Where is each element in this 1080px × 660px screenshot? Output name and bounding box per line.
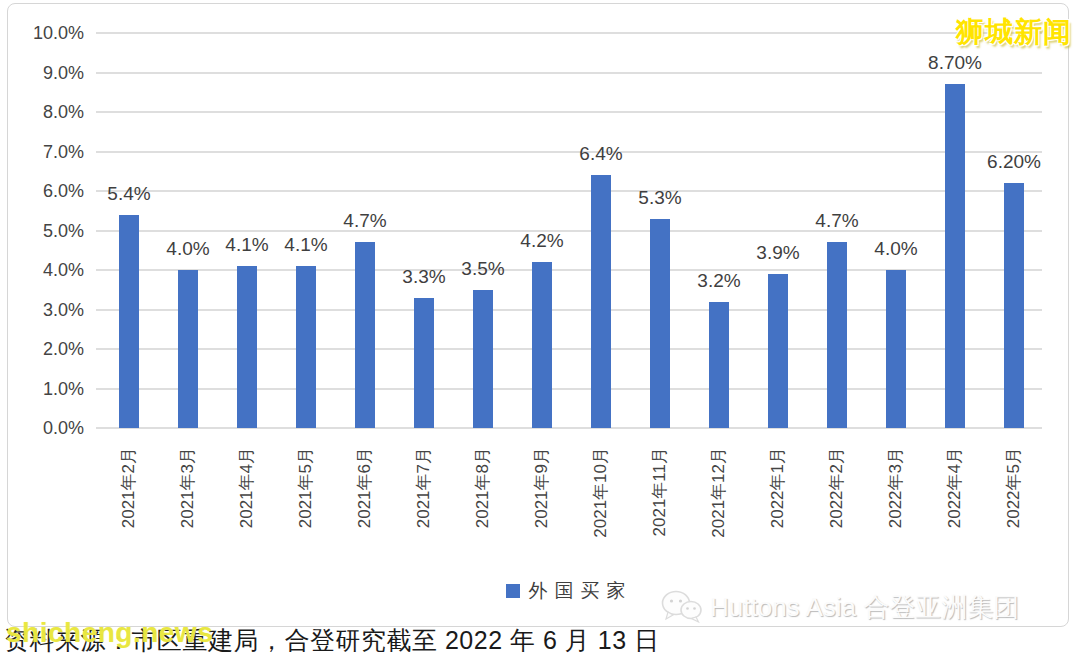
- bar-value-label: 4.1%: [258, 234, 354, 256]
- bar-value-label: 5.4%: [81, 183, 177, 205]
- bar-value-label: 3.2%: [671, 270, 767, 292]
- x-axis-category-label: 2021年11月: [650, 447, 670, 567]
- bar: [945, 84, 965, 428]
- site-url-watermark: shicheng.news: [6, 617, 213, 649]
- bar-value-label: 4.0%: [848, 238, 944, 260]
- bar: [886, 270, 906, 428]
- bar: [827, 242, 847, 428]
- bar: [650, 219, 670, 428]
- x-axis-category-label: 2021年9月: [532, 447, 552, 567]
- x-axis-category-label: 2021年6月: [355, 447, 375, 567]
- bar-value-label: 6.20%: [966, 151, 1062, 173]
- y-axis-tick-label: 4.0%: [20, 260, 84, 280]
- legend-swatch-icon: [506, 584, 520, 598]
- y-axis-tick-label: 0.0%: [20, 418, 84, 438]
- y-axis-tick-label: 2.0%: [20, 339, 84, 359]
- x-axis-category-label: 2021年4月: [237, 447, 257, 567]
- gridline: [96, 190, 1042, 192]
- bar: [296, 266, 316, 428]
- gridline: [96, 32, 1042, 34]
- x-axis-category-label: 2021年5月: [296, 447, 316, 567]
- chart-image: 0.0% 1.0% 2.0% 3.0% 4.0% 5.0% 6.0% 7.0% 8.0% 9.0%…: [0, 0, 1080, 660]
- bar: [709, 302, 729, 428]
- y-axis-tick-label: 10.0%: [20, 23, 84, 43]
- bar: [473, 290, 493, 428]
- y-axis-tick-label: 7.0%: [20, 142, 84, 162]
- bar: [768, 274, 788, 428]
- x-axis-category-label: 2021年10月: [591, 447, 611, 567]
- bar: [355, 242, 375, 428]
- bar: [237, 266, 257, 428]
- gridline: [96, 72, 1042, 74]
- gridline: [96, 111, 1042, 113]
- site-logo-shicheng-news: 狮城新闻: [956, 13, 1072, 51]
- x-axis-category-label: 2021年3月: [178, 447, 198, 567]
- y-axis-tick-label: 5.0%: [20, 221, 84, 241]
- y-axis-tick-label: 3.0%: [20, 300, 84, 320]
- bar: [414, 298, 434, 428]
- y-axis-tick-label: 1.0%: [20, 379, 84, 399]
- x-axis-category-label: 2022年4月: [945, 447, 965, 567]
- bar: [178, 270, 198, 428]
- wechat-icon: [660, 589, 702, 625]
- y-axis-tick-label: 8.0%: [20, 102, 84, 122]
- bar: [591, 175, 611, 428]
- x-axis-category-label: 2021年7月: [414, 447, 434, 567]
- x-axis-category-label: 2021年8月: [473, 447, 493, 567]
- bar: [119, 215, 139, 428]
- x-axis-category-label: 2022年3月: [886, 447, 906, 567]
- brand-watermark-text: Huttons Asia 合登亚洲集团: [710, 590, 1019, 625]
- brand-watermark: Huttons Asia 合登亚洲集团: [660, 589, 1019, 625]
- legend-label: 外国买家: [529, 578, 633, 604]
- x-axis-category-label: 2021年12月: [709, 447, 729, 567]
- bar-value-label: 4.7%: [317, 210, 413, 232]
- x-axis-category-label: 2022年5月: [1004, 447, 1024, 567]
- bar-value-label: 6.4%: [553, 143, 649, 165]
- bar-value-label: 3.9%: [730, 242, 826, 264]
- x-axis-category-label: 2021年2月: [119, 447, 139, 567]
- y-axis-tick-label: 9.0%: [20, 63, 84, 83]
- bar-value-label: 4.7%: [789, 210, 885, 232]
- bar-value-label: 8.70%: [907, 52, 1003, 74]
- x-axis-category-label: 2022年2月: [827, 447, 847, 567]
- y-axis-tick-label: 6.0%: [20, 181, 84, 201]
- x-axis-category-label: 2022年1月: [768, 447, 788, 567]
- bar-value-label: 5.3%: [612, 187, 708, 209]
- bar-value-label: 4.2%: [494, 230, 590, 252]
- bar: [1004, 183, 1024, 428]
- bar-value-label: 3.5%: [435, 258, 531, 280]
- bar: [532, 262, 552, 428]
